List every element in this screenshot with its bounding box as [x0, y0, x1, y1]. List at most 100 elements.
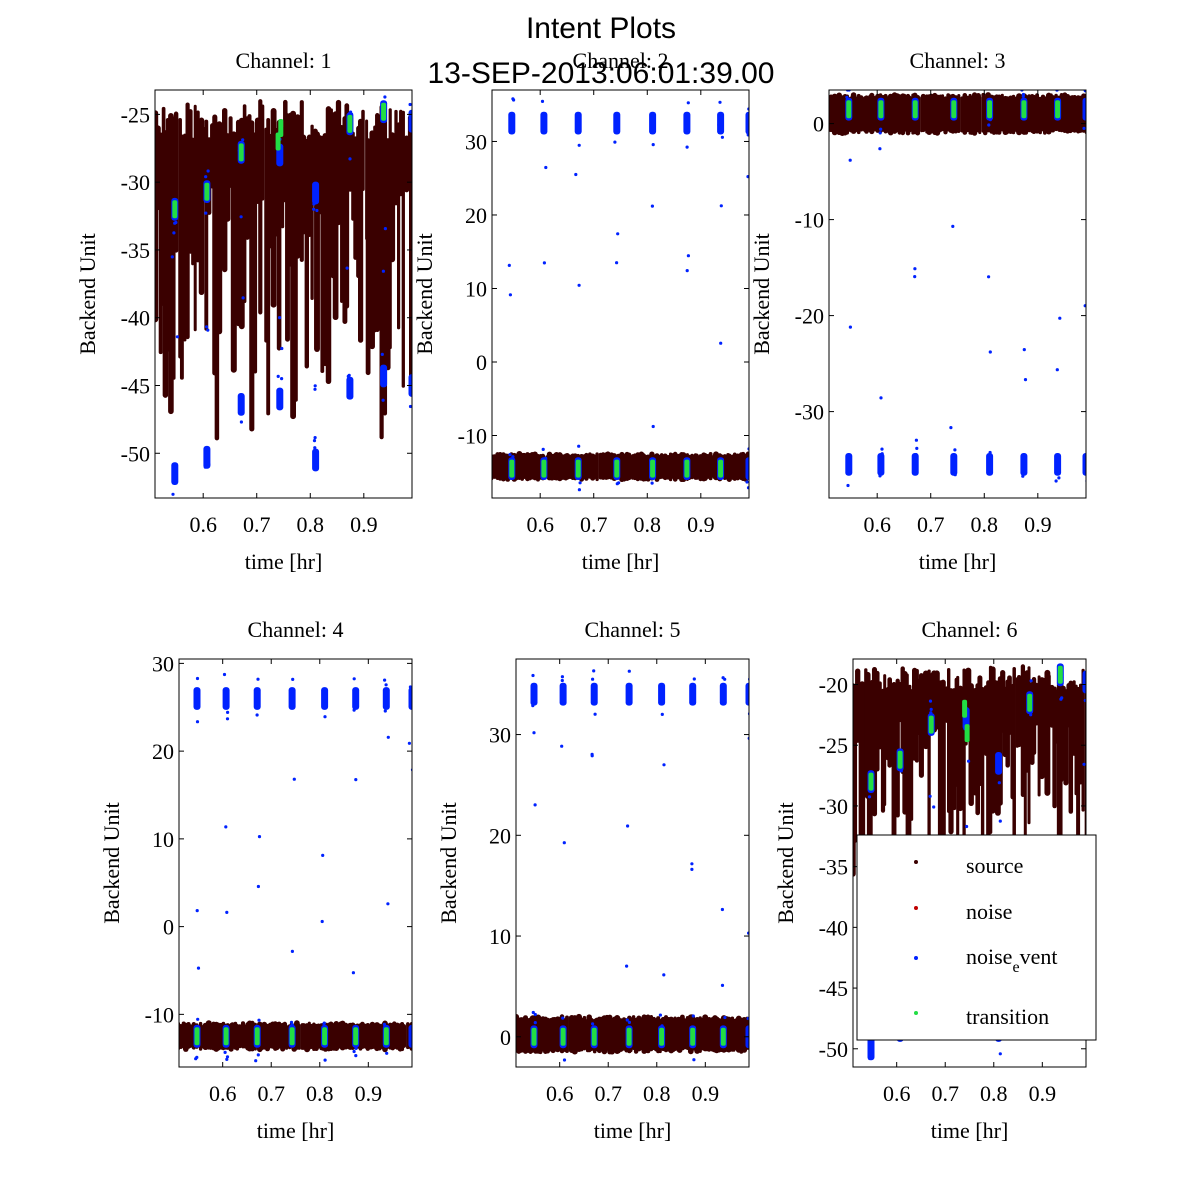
noise-event-point [951, 224, 955, 228]
transition-point [509, 459, 515, 478]
plot-area [155, 95, 412, 496]
transition-point [951, 100, 957, 119]
noise-event-point [256, 677, 260, 681]
noise-event-point [720, 983, 725, 988]
x-tick-label: 0.7 [594, 1081, 622, 1106]
noise-event-point [276, 374, 280, 378]
transition-point [626, 1027, 632, 1046]
noise-event-point [988, 350, 992, 354]
noise-event-point [914, 453, 918, 457]
noise-event-point [989, 469, 993, 473]
noise-event-point [226, 710, 230, 715]
noise-event-point [846, 483, 850, 488]
noise-event-point [289, 1020, 294, 1024]
noise-event-point [561, 1016, 565, 1020]
subplot-title: Channel: 2 [573, 48, 669, 73]
noise-event-point [560, 744, 564, 748]
noise-event-point [690, 867, 694, 872]
noise-event-point [615, 261, 619, 265]
noise-event-point [383, 709, 387, 713]
noise-event-cluster [346, 376, 354, 400]
axes-frame [828, 89, 1087, 499]
transition-point [560, 1027, 566, 1046]
noise-event-cluster [1082, 97, 1086, 121]
y-tick-label: -35 [819, 855, 848, 880]
noise-event-point [255, 713, 259, 717]
subplot-title: Channel: 5 [585, 617, 681, 642]
noise-event-point [848, 158, 852, 162]
noise-event-point [542, 118, 547, 122]
x-axis-label: time [hr] [919, 549, 997, 574]
transition-point [1057, 665, 1063, 684]
noise-event-point [988, 118, 993, 122]
noise-event-point [1083, 304, 1086, 308]
noise-event-point [225, 910, 229, 915]
series-source [179, 1020, 412, 1053]
noise-event-point [509, 125, 513, 129]
series-transition [868, 665, 1063, 791]
subplot-channel-3: 0.6 0.7 0.8 0.9 0 -10 -20 -30 Channel: 3 time [hr… [749, 48, 1087, 574]
noise-event-point [723, 1015, 727, 1020]
noise-event-point [195, 720, 200, 724]
y-axis-label: Backend Unit [412, 233, 437, 355]
noise-event-point [409, 1042, 412, 1046]
noise-event-point [312, 202, 316, 206]
legend-label-transition: transition [966, 1004, 1049, 1029]
noise-event-point [563, 692, 567, 696]
y-tick-label: 10 [152, 827, 174, 852]
noise-event-point [408, 114, 412, 118]
transition-point [223, 1027, 229, 1046]
noise-event-point [257, 835, 262, 839]
noise-event-point [723, 677, 727, 681]
noise-event-cluster [1082, 670, 1086, 694]
legend: source noise noiseevent transition [856, 834, 1097, 1041]
noise-event-point [352, 1049, 356, 1054]
noise-event-point [953, 473, 957, 477]
noise-event-point [544, 165, 548, 170]
noise-event-point [383, 227, 387, 231]
y-tick-label: 20 [465, 203, 487, 228]
noise-event-point [691, 689, 695, 693]
noise-event-cluster [719, 682, 727, 706]
noise-event-point [719, 204, 723, 208]
noise-event-cluster [590, 682, 598, 706]
x-tick-label: 0.8 [306, 1081, 334, 1106]
noise-event-point [880, 452, 884, 456]
series-source [155, 99, 412, 441]
noise-event-point [1060, 696, 1064, 700]
noise-event-point [380, 380, 384, 384]
noise-event-point [508, 293, 512, 297]
noise-event-point [720, 907, 725, 912]
noise-event-cluster [312, 181, 320, 205]
series-transition [172, 102, 387, 219]
noise-event-point [997, 759, 1002, 763]
noise-event-cluster [253, 687, 261, 710]
noise-event-point [239, 411, 243, 416]
noise-event-point [650, 481, 654, 485]
y-tick-label: -40 [121, 306, 150, 331]
y-axis-label: Backend Unit [773, 802, 798, 924]
noise-event-point [1058, 316, 1062, 320]
noise-event-point [662, 763, 666, 767]
noise-event-point [1055, 368, 1059, 372]
y-tick-label: -30 [795, 400, 824, 425]
y-tick-label: 0 [500, 1025, 511, 1050]
x-tick-label: 0.8 [297, 512, 325, 537]
noise-event-point [241, 296, 245, 300]
noise-event-point [658, 699, 663, 703]
x-tick-label: 0.8 [643, 1081, 671, 1106]
noise-event-point [531, 673, 535, 678]
noise-event-point [205, 325, 209, 329]
noise-event-point [578, 481, 582, 485]
y-axis-label: Backend Unit [749, 233, 774, 355]
noise-event-point [204, 175, 208, 179]
noise-event-point [717, 123, 721, 127]
noise-event-point [684, 122, 688, 126]
series-transition [194, 1027, 389, 1046]
x-axis-label: time [hr] [582, 549, 660, 574]
axes-frame [515, 658, 750, 1068]
legend-marker-noise-event [914, 956, 918, 960]
noise-event-cluster [986, 453, 994, 476]
noise-event-point [195, 1055, 199, 1059]
noise-event-point [1021, 94, 1025, 98]
